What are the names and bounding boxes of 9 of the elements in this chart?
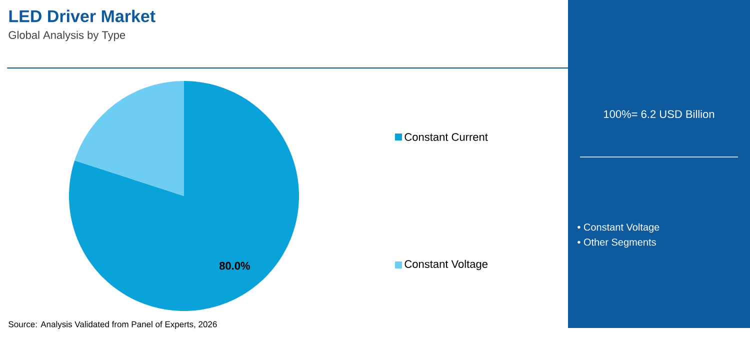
legend-label: Constant Voltage xyxy=(404,260,488,270)
chart-title: LED Driver Market xyxy=(9,10,156,22)
chart-subtitle: Global Analysis by Type xyxy=(8,30,126,42)
text: 100%= 6.2 USD Billion xyxy=(604,110,714,118)
text: • Constant Voltage xyxy=(578,223,660,233)
text: • Other Segments xyxy=(578,238,656,248)
legend-label: Constant Current xyxy=(404,133,488,141)
data-label: 80.0% xyxy=(219,262,250,270)
source-note: Source: Analysis Validated from Panel of Experts, 2026 xyxy=(8,321,217,329)
